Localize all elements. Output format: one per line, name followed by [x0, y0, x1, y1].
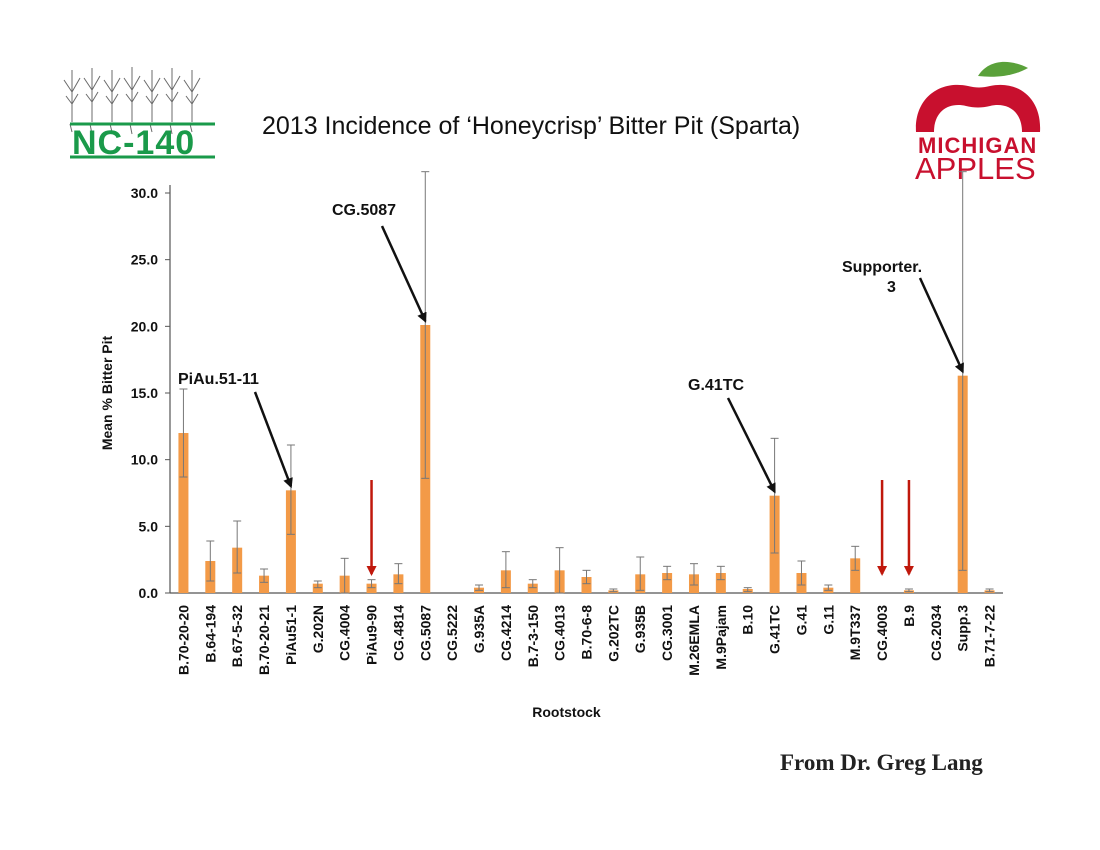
- apple-icon: [915, 61, 1041, 132]
- x-tick-label: CG.4214: [498, 605, 514, 661]
- x-axis-label: Rootstock: [532, 704, 601, 720]
- slide-title: 2013 Incidence of ‘Honeycrisp’ Bitter Pi…: [262, 112, 801, 140]
- annotation-arrow: [253, 391, 293, 489]
- x-tick-label: G.41: [793, 605, 809, 636]
- annotation-label: PiAu.51-11: [178, 371, 259, 388]
- y-tick-label: 10.0: [131, 452, 158, 468]
- x-tick-label: B.71-7-22: [982, 605, 998, 667]
- x-tick-label: G.935B: [632, 605, 648, 653]
- bar: [285, 490, 296, 593]
- nc-140-logo: [60, 62, 220, 162]
- x-tick-label: B.70-20-20: [175, 605, 191, 675]
- bar: [178, 433, 189, 593]
- y-tick-label: 15.0: [131, 385, 158, 401]
- credit-text: From Dr. Greg Lang: [780, 750, 983, 775]
- x-tick-label: M.26EMLA: [686, 605, 702, 676]
- annotation-arrow: [726, 397, 776, 494]
- michigan-apples-text-2: APPLES: [915, 151, 1036, 186]
- annotation-label: G.41TC: [688, 377, 744, 394]
- x-tick-label: M.9Pajam: [713, 605, 729, 670]
- y-tick-label: 0.0: [139, 585, 159, 601]
- y-tick-label: 5.0: [139, 518, 159, 534]
- x-tick-label: G.935A: [471, 605, 487, 653]
- x-tick-label: B.9: [901, 605, 917, 627]
- bar: [366, 583, 377, 593]
- x-tick-label: B.70-20-21: [256, 605, 272, 675]
- michigan-apples-text-1: MICHIGAN: [918, 133, 1038, 158]
- y-tick-label: 25.0: [131, 252, 158, 268]
- bar: [715, 573, 726, 593]
- bar: [850, 558, 861, 593]
- bar: [527, 583, 538, 593]
- x-tick-label: B.67-5-32: [229, 605, 245, 667]
- x-tick-label: CG.3001: [659, 605, 675, 661]
- bar: [312, 583, 323, 593]
- x-tick-label: PiAu51-1: [283, 605, 299, 665]
- annotation-label: Supporter.: [842, 259, 922, 276]
- x-tick-label: CG.2034: [928, 605, 944, 661]
- x-tick-label: B.64-194: [202, 605, 218, 663]
- x-tick-label: CG.4003: [874, 605, 890, 661]
- bar: [259, 575, 270, 593]
- y-tick-label: 20.0: [131, 318, 158, 334]
- x-tick-label: CG.4814: [390, 605, 406, 661]
- x-tick-label: Supp.3: [955, 605, 971, 652]
- x-tick-label: CG.5222: [444, 605, 460, 661]
- bar: [662, 573, 673, 593]
- annotation-arrow: [918, 277, 964, 374]
- nc-140-logo-text: NC-140: [72, 124, 196, 162]
- y-axis-label: Mean % Bitter Pit: [99, 335, 115, 450]
- x-tick-label: M.9T337: [847, 605, 863, 660]
- x-tick-label: G.202TC: [605, 605, 621, 662]
- x-tick-label: CG.4013: [552, 605, 568, 661]
- michigan-apples-logo: [910, 58, 1050, 193]
- annotation-arrow: [380, 225, 427, 323]
- x-tick-label: G.11: [820, 605, 836, 635]
- x-tick-label: B.7-3-150: [525, 605, 541, 667]
- bar: [581, 577, 592, 593]
- x-tick-label: B.70-6-8: [579, 605, 595, 660]
- x-tick-label: B.10: [740, 605, 756, 635]
- x-tick-label: G.41TC: [767, 605, 783, 654]
- x-tick-label: CG.5087: [417, 605, 433, 661]
- annotation-label: CG.5087: [332, 202, 396, 219]
- tree-rows-icon: [63, 67, 215, 159]
- x-tick-label: PiAu9-90: [364, 605, 380, 665]
- y-tick-label: 30.0: [131, 185, 158, 201]
- x-tick-label: CG.4004: [337, 605, 353, 661]
- annotation-label: 3: [887, 279, 896, 296]
- x-tick-label: G.202N: [310, 605, 326, 653]
